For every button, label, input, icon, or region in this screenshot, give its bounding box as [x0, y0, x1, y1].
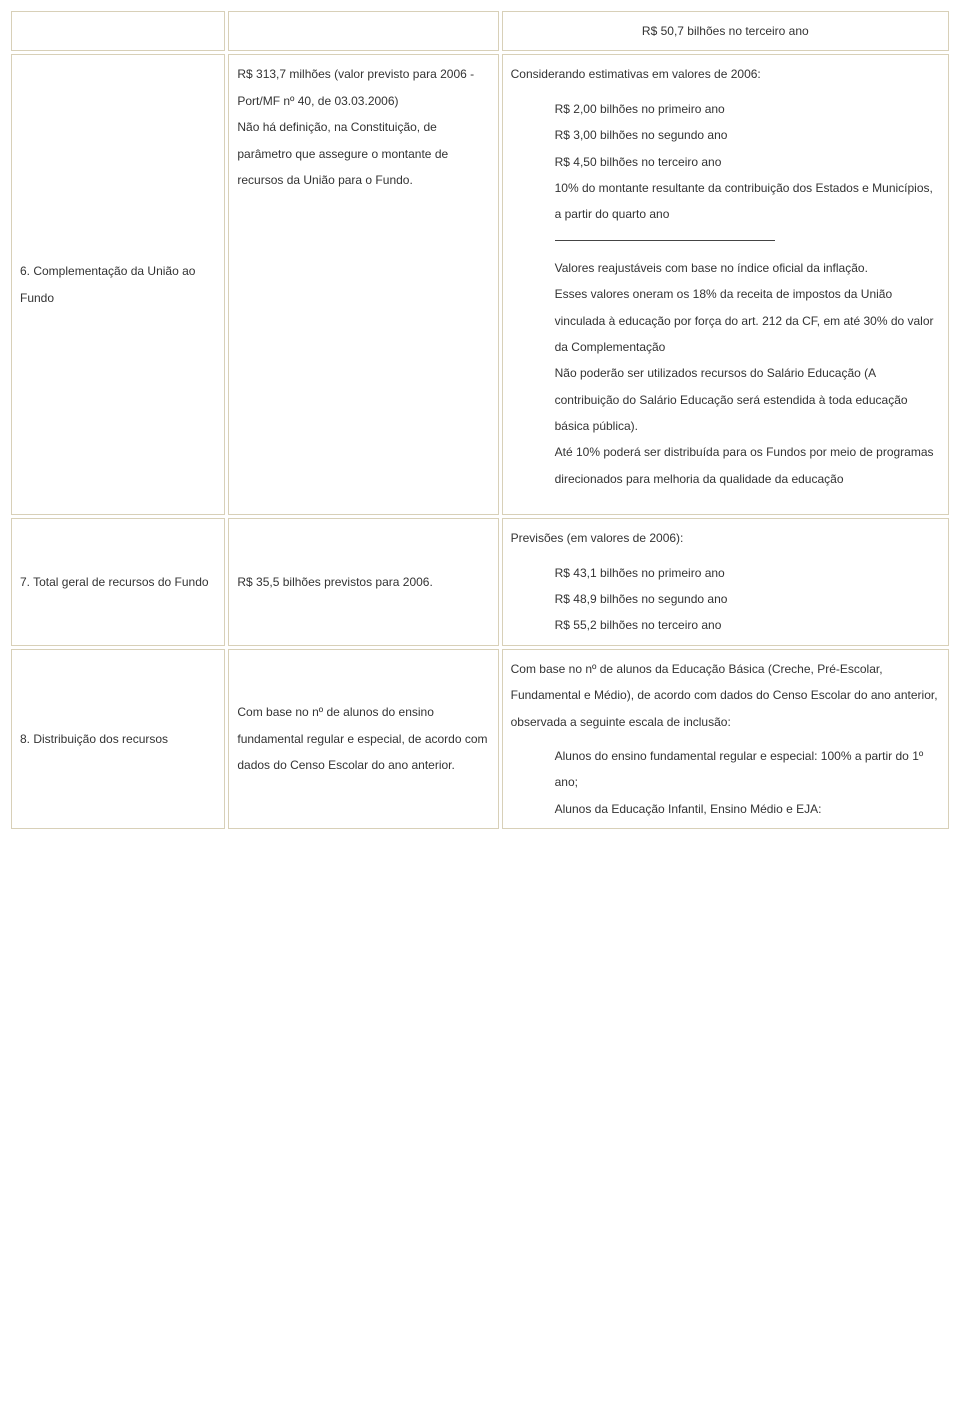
cell-text: Com base no nº de alunos do ensino funda…: [237, 699, 489, 778]
table-row: R$ 50,7 bilhões no terceiro ano: [11, 11, 949, 51]
list-item: R$ 48,9 bilhões no segundo ano: [511, 586, 940, 612]
table-row: 7. Total geral de recursos do Fundo R$ 35…: [11, 518, 949, 646]
cell-text: R$ 35,5 bilhões previstos para 2006.: [237, 569, 489, 595]
row-col2: Com base no nº de alunos do ensino funda…: [228, 649, 498, 829]
list-item: Até 10% poderá ser distribuída para os F…: [511, 439, 940, 492]
list-item: R$ 2,00 bilhões no primeiro ano: [511, 96, 940, 122]
row-label: [11, 11, 225, 51]
cell-text: Não há definição, na Constituição, de pa…: [237, 114, 489, 193]
list-item: R$ 43,1 bilhões no primeiro ano: [511, 560, 940, 586]
list-item: Esses valores oneram os 18% da receita d…: [511, 281, 940, 360]
comparison-table: R$ 50,7 bilhões no terceiro ano 6. Comple…: [8, 8, 952, 832]
cell-text: R$ 50,7 bilhões no terceiro ano: [511, 18, 940, 44]
list-item: R$ 4,50 bilhões no terceiro ano: [511, 149, 940, 175]
separator: [555, 240, 775, 241]
row-col3: R$ 50,7 bilhões no terceiro ano: [502, 11, 949, 51]
cell-text: R$ 313,7 milhões (valor previsto para 20…: [237, 61, 489, 114]
cell-intro: Com base no nº de alunos da Educação Bás…: [511, 656, 940, 735]
row-label: 7. Total geral de recursos do Fundo: [11, 518, 225, 646]
cell-intro: Previsões (em valores de 2006):: [511, 525, 940, 551]
row-col2: [228, 11, 498, 51]
row-col3: Com base no nº de alunos da Educação Bás…: [502, 649, 949, 829]
row-col3: Considerando estimativas em valores de 2…: [502, 54, 949, 515]
table-row: 6. Complementação da União ao FundoR$ 31…: [11, 54, 949, 515]
list-item: 10% do montante resultante da contribuiç…: [511, 175, 940, 228]
table-row: 8. Distribuição dos recursosCom base no …: [11, 649, 949, 829]
list-item: R$ 3,00 bilhões no segundo ano: [511, 122, 940, 148]
list-item: Alunos da Educação Infantil, Ensino Médi…: [511, 796, 940, 822]
list-item: Não poderão ser utilizados recursos do S…: [511, 360, 940, 439]
row-label: 6. Complementação da União ao Fundo: [11, 54, 225, 515]
list-item: Valores reajustáveis com base no índice …: [511, 255, 940, 281]
list-item: R$ 55,2 bilhões no terceiro ano: [511, 612, 940, 638]
row-label: 8. Distribuição dos recursos: [11, 649, 225, 829]
cell-intro: Considerando estimativas em valores de 2…: [511, 61, 940, 87]
list-item: Alunos do ensino fundamental regular e e…: [511, 743, 940, 796]
row-col2: R$ 35,5 bilhões previstos para 2006.: [228, 518, 498, 646]
row-col2: R$ 313,7 milhões (valor previsto para 20…: [228, 54, 498, 515]
row-col3: Previsões (em valores de 2006): R$ 43,1 b…: [502, 518, 949, 646]
